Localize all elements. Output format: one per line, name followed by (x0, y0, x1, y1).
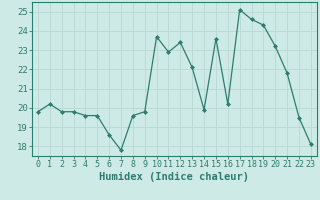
X-axis label: Humidex (Indice chaleur): Humidex (Indice chaleur) (100, 172, 249, 182)
